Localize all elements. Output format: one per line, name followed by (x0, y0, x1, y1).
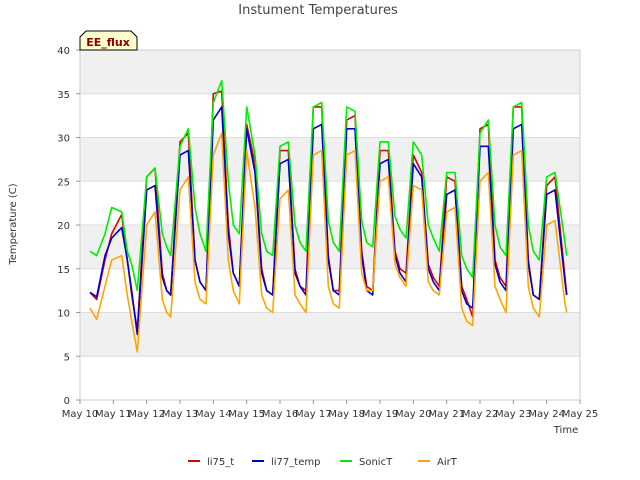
series-layer (89, 79, 568, 353)
background-band (80, 93, 580, 138)
x-tick-label: May 25 (562, 409, 599, 420)
x-tick-label: May 13 (162, 409, 199, 420)
series-line-SonicT (89, 79, 568, 292)
legend-label: SonicT (359, 457, 393, 468)
y-tick-label: 20 (57, 221, 70, 232)
ee-flux-badge: EE_flux (79, 30, 138, 51)
y-tick-label: 30 (57, 134, 70, 145)
x-tick-label: May 10 (62, 409, 99, 420)
y-axis-label: Temperature (C) (8, 183, 19, 265)
badge-label: EE_flux (86, 36, 130, 49)
y-tick-label: 35 (57, 90, 70, 101)
y-axis: 0 5 10 15 20 25 30 35 40 (57, 46, 80, 407)
x-tick-label: May 22 (462, 409, 499, 420)
x-axis-label: Time (553, 425, 578, 436)
x-tick-label: May 15 (228, 409, 265, 420)
x-tick-label: May 23 (495, 409, 532, 420)
legend-label: AirT (437, 457, 458, 468)
legend-label: li77_temp (271, 457, 320, 468)
y-tick-label: 40 (57, 46, 70, 57)
x-tick-label: May 14 (195, 409, 232, 420)
y-tick-label: 0 (64, 396, 70, 407)
x-tick-label: May 16 (262, 409, 299, 420)
legend: li75_t li77_temp SonicT AirT (188, 457, 458, 468)
y-tick-label: 25 (57, 177, 70, 188)
x-tick-label: May 21 (428, 409, 465, 420)
x-tick-label: May 17 (295, 409, 332, 420)
chart-title: Instument Temperatures (238, 3, 398, 18)
x-tick-label: May 11 (95, 409, 132, 420)
y-tick-label: 5 (64, 352, 70, 363)
x-tick-label: May 12 (128, 409, 165, 420)
series-line-AirT (89, 132, 568, 353)
x-tick-label: May 18 (328, 409, 365, 420)
background-band (80, 137, 580, 182)
x-tick-label: May 20 (395, 409, 432, 420)
background-band (80, 181, 580, 225)
y-tick-label: 10 (57, 309, 70, 320)
background-band (80, 356, 580, 400)
background-band (80, 50, 580, 94)
legend-label: li75_t (207, 457, 234, 468)
x-tick-label: May 24 (528, 409, 565, 420)
background-band (80, 312, 580, 357)
x-tick-label: May 19 (362, 409, 399, 420)
series-line-li77_temp (89, 106, 568, 336)
y-tick-label: 15 (57, 265, 70, 276)
badge-shape (79, 30, 138, 51)
